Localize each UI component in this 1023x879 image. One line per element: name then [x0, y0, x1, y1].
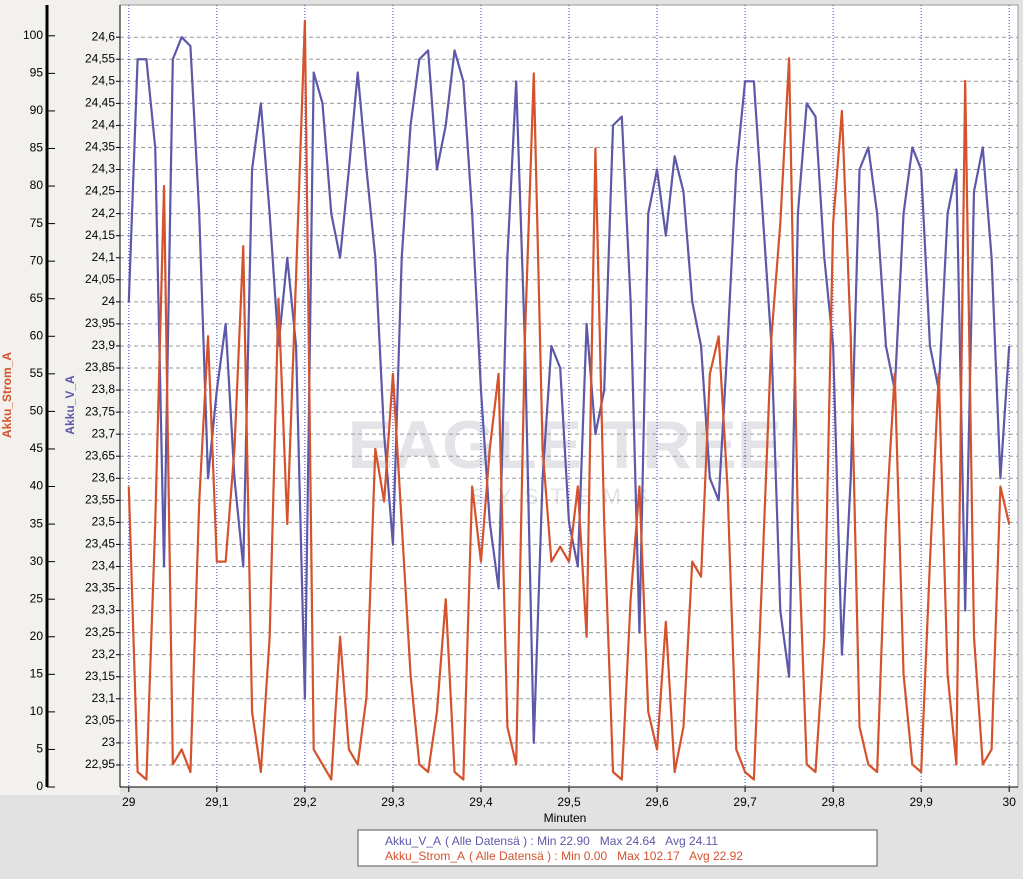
y2-tick-label: 24,6: [92, 29, 116, 43]
series-line: [127, 19, 1011, 781]
y-tick-label: 0: [36, 779, 43, 793]
y-tick-label: 95: [30, 66, 44, 80]
y2-tick-label: 24,25: [85, 184, 115, 198]
y2-tick-label: 23,65: [85, 448, 115, 462]
y-tick-label: 70: [30, 253, 44, 267]
y2-tick-label: 24,55: [85, 51, 115, 65]
y2-tick-label: 23,55: [85, 492, 115, 506]
watermark: SYSTEMS: [470, 484, 659, 509]
x-tick-label: 29,1: [205, 795, 229, 809]
y-tick-label: 40: [30, 479, 44, 493]
y-tick-label: 10: [30, 704, 44, 718]
y2-tick-label: 24: [102, 294, 116, 308]
x-tick-label: 29,5: [557, 795, 581, 809]
y-tick-label: 15: [30, 666, 44, 680]
y2-tick-label: 23,85: [85, 360, 115, 374]
axes: 22,95 23 23,05 23,1 23,15 23,2 23,25 23,3 23,35 2…: [23, 28, 1016, 809]
y-tick-label: 35: [30, 516, 44, 530]
y2-tick-label: 24,1: [92, 250, 116, 264]
legend-label: Akku_Strom_A: [385, 849, 465, 863]
y2-tick-label: 23,5: [92, 515, 116, 529]
x-tick-label: 29,9: [909, 795, 933, 809]
legend-entries: Akku_V_A ( Alle Datensä ) : Min 22.90 Max…: [385, 834, 743, 863]
y-tick-label: 100: [23, 28, 43, 42]
legend-label: Akku_V_A: [385, 834, 441, 848]
y2-tick-label: 22,95: [85, 757, 115, 771]
x-tick-label: 29,7: [733, 795, 757, 809]
y2-tick-label: 23,1: [92, 691, 116, 705]
x-tick-label: 29,3: [381, 795, 405, 809]
y2-tick-label: 23,8: [92, 382, 116, 396]
y-tick-label: 30: [30, 554, 44, 568]
y-tick-label: 45: [30, 441, 44, 455]
y-tick-label: 85: [30, 141, 44, 155]
y2-tick-label: 24,05: [85, 272, 115, 286]
legend-summary: ( Alle Datensä ) : Min 22.90 Max 24.64 A…: [445, 834, 718, 848]
legend-summary: ( Alle Datensä ) : Min 0.00 Max 102.17 A…: [469, 849, 743, 863]
y2-tick-label: 24,3: [92, 162, 116, 176]
y2-tick-label: 24,5: [92, 73, 116, 87]
x-axis-label: Minuten: [544, 811, 587, 825]
legend: [357, 829, 878, 867]
y-tick-label: 55: [30, 366, 44, 380]
y2-tick-label: 23,25: [85, 625, 115, 639]
y-tick-label: 90: [30, 103, 44, 117]
series-line: [127, 36, 1011, 744]
y2-tick-label: 23,15: [85, 669, 115, 683]
y2-tick-label: 24,4: [92, 118, 116, 132]
y2-axis-label: Akku_V_A: [63, 375, 77, 435]
x-tick-label: 29,8: [821, 795, 845, 809]
y2-tick-label: 23,45: [85, 537, 115, 551]
y2-tick-label: 23,2: [92, 647, 116, 661]
y-tick-label: 5: [36, 742, 43, 756]
x-tick-label: 29,2: [293, 795, 317, 809]
y2-tick-label: 23,4: [92, 559, 116, 573]
x-tick-label: 29,6: [645, 795, 669, 809]
y-axis-label: Akku_Strom_A: [0, 352, 14, 438]
x-tick-label: 30: [1003, 795, 1017, 809]
x-tick-label: 29,4: [469, 795, 493, 809]
y2-tick-label: 23,95: [85, 316, 115, 330]
y2-tick-label: 23,7: [92, 426, 116, 440]
y-tick-label: 20: [30, 629, 44, 643]
axis-panel: [0, 0, 120, 795]
y2-tick-label: 24,2: [92, 206, 116, 220]
y-tick-label: 60: [30, 328, 44, 342]
y2-tick-label: 23: [102, 735, 116, 749]
y-tick-label: 50: [30, 404, 44, 418]
y2-tick-label: 23,3: [92, 603, 116, 617]
y2-tick-label: 23,75: [85, 404, 115, 418]
series-lines: [127, 19, 1011, 781]
y-tick-label: 80: [30, 178, 44, 192]
y2-tick-label: 24,45: [85, 96, 115, 110]
y2-tick-label: 23,05: [85, 713, 115, 727]
y2-tick-label: 23,35: [85, 581, 115, 595]
x-tick-label: 29: [122, 795, 136, 809]
y-tick-label: 25: [30, 591, 44, 605]
y-tick-label: 75: [30, 216, 44, 230]
y-tick-label: 65: [30, 291, 44, 305]
y2-tick-label: 23,6: [92, 470, 116, 484]
y2-tick-label: 24,15: [85, 228, 115, 242]
y2-tick-label: 24,35: [85, 140, 115, 154]
y2-tick-label: 23,9: [92, 338, 116, 352]
